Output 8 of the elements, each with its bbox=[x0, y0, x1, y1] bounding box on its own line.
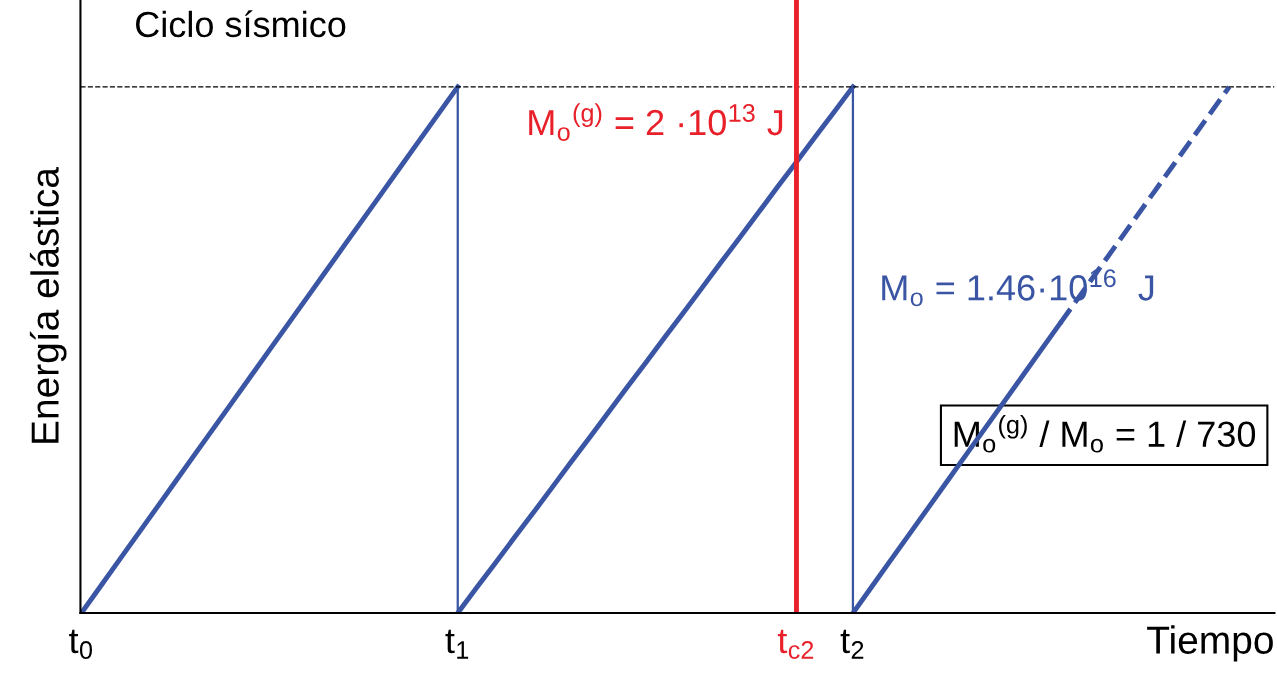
y-axis-title: Energía elástica bbox=[29, 167, 67, 443]
chart-title: Ciclo sísmico bbox=[136, 10, 346, 38]
x-tick-label: t$_{2}$ bbox=[840, 629, 864, 659]
x-tick-label: t$_{0}$ bbox=[69, 629, 93, 659]
x-axis-title: Tiempo bbox=[1147, 625, 1273, 662]
x-tick-label: t$_{c2}$ bbox=[777, 629, 814, 659]
ref-line-label: M$_{o}$$^{(g)}$ = 2 ·10$^{13}$ J bbox=[529, 103, 783, 141]
x-tick-label: t$_{1}$ bbox=[445, 629, 469, 659]
